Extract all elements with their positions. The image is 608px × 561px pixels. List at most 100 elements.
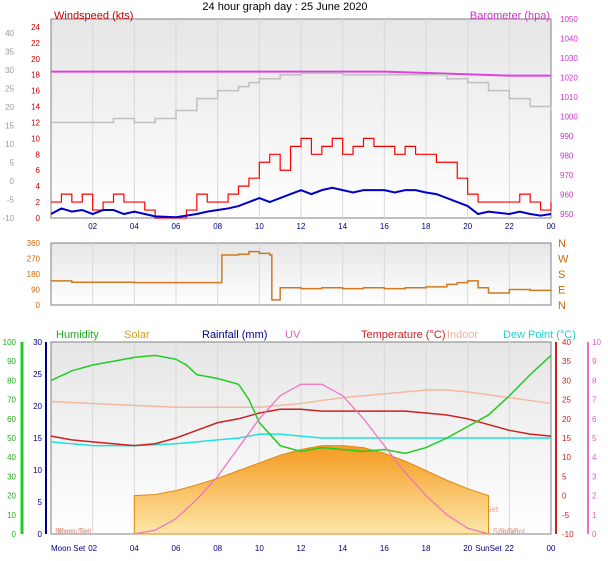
bottom-tick-label: 08 <box>213 544 222 553</box>
wind-outer-tick-label: -5 <box>7 196 15 205</box>
event-label: SunSet <box>499 527 526 536</box>
rain-tick-label: 20 <box>33 402 42 411</box>
legend-humidity: Humidity <box>56 329 99 341</box>
wind-outer-tick-label: 30 <box>5 66 14 75</box>
baro-tick-label: 1040 <box>560 35 578 44</box>
temp-tick-label: 10 <box>562 453 571 462</box>
legend-rainfall: Rainfall (mm) <box>202 329 267 341</box>
temperature-line <box>50 408 552 447</box>
bottom-tick-label: 10 <box>255 544 264 553</box>
indoor-line <box>50 389 552 409</box>
uv-tick-label: 9 <box>592 357 597 366</box>
rain-tick-label: 5 <box>38 498 43 507</box>
bottom-tick-label: 06 <box>172 544 181 553</box>
time-tick-label: 04 <box>130 222 139 231</box>
wind-outer-tick-label: 10 <box>5 140 14 149</box>
temp-series <box>50 354 552 535</box>
wind-outer-tick-label: 0 <box>10 177 15 186</box>
time-tick-label: 00 <box>547 222 556 231</box>
time-tick-label: 20 <box>463 222 472 231</box>
uv-tick-label: 3 <box>592 472 597 481</box>
bottom-tick-label: SunSet <box>475 544 502 553</box>
time-tick-label: 06 <box>172 222 181 231</box>
direction-series <box>51 250 552 301</box>
wind-outer-tick-label: 40 <box>5 29 14 38</box>
bottom-tick-label: 00 <box>547 544 556 553</box>
direction-tick-label: 90 <box>31 286 40 295</box>
wind-tick-label: 22 <box>31 39 40 48</box>
uv-tick-label: 2 <box>592 492 597 501</box>
wind-tick-label: 24 <box>31 23 40 32</box>
time-tick-label: 22 <box>505 222 514 231</box>
compass-label: W <box>558 254 569 266</box>
event-label: SunSet <box>493 527 520 536</box>
wind-tick-label: 14 <box>31 103 40 112</box>
baro-tick-label: 1000 <box>560 113 578 122</box>
rain-tick-label: 15 <box>33 434 42 443</box>
direction-tick-label: 360 <box>27 239 41 248</box>
uv-tick-label: 10 <box>592 338 601 347</box>
baro-tick-label: 1030 <box>560 54 578 63</box>
temp-tick-label: -5 <box>562 511 570 520</box>
wind-tick-label: 4 <box>36 182 41 191</box>
direction-tick-label: 270 <box>27 255 41 264</box>
temp-tick-label: 30 <box>562 376 571 385</box>
baro-tick-label: 1010 <box>560 93 578 102</box>
baro-tick-label: 1020 <box>560 74 578 83</box>
bottom-tick-label: 12 <box>297 544 306 553</box>
solar-area <box>133 445 489 535</box>
wind-outer-tick-label: 35 <box>5 48 14 57</box>
legend-solar: Solar <box>124 329 150 341</box>
legend-uv: UV <box>285 329 301 341</box>
time-tick-label: 02 <box>88 222 97 231</box>
uv-tick-label: 4 <box>592 453 597 462</box>
baro-tick-label: 1050 <box>560 15 578 24</box>
wind-outer-tick-label: -10 <box>2 214 14 223</box>
time-tick-label: 08 <box>213 222 222 231</box>
rain-tick-label: 10 <box>33 466 42 475</box>
uv-tick-label: 8 <box>592 376 597 385</box>
humidity-tick-label: 30 <box>7 472 16 481</box>
baro-tick-label: 960 <box>560 191 574 200</box>
humidity-tick-label: 100 <box>3 338 17 347</box>
windspeed-avg-line <box>50 186 552 219</box>
humidity-tick-label: 90 <box>7 357 16 366</box>
rain-tick-label: 30 <box>33 338 42 347</box>
time-tick-label: 16 <box>380 222 389 231</box>
wind-series <box>50 70 552 219</box>
barometer-line <box>51 70 551 77</box>
barometer-label: Barometer (hpa) <box>470 10 550 22</box>
humidity-line <box>50 354 552 455</box>
time-tick-label: 14 <box>338 222 347 231</box>
bottom-tick-label: 14 <box>338 544 347 553</box>
wind-outer-tick-label: 5 <box>10 159 15 168</box>
bottom-tick-label: 18 <box>422 544 431 553</box>
direction-tick-label: 180 <box>27 270 41 279</box>
wind-direction-avg-line <box>51 72 552 124</box>
compass-label: N <box>558 300 566 312</box>
event-label: Moon Set <box>57 527 92 536</box>
compass-label: N <box>558 238 566 250</box>
uv-tick-label: 1 <box>592 511 597 520</box>
humidity-tick-label: 20 <box>7 492 16 501</box>
legend-temperature: Temperature (°C) <box>361 329 445 341</box>
temp-tick-label: -10 <box>562 530 574 539</box>
wind-outer-tick-label: 20 <box>5 103 14 112</box>
direction-tick-label: 0 <box>36 301 41 310</box>
wind-tick-label: 8 <box>36 150 41 159</box>
temp-tick-label: 0 <box>562 492 567 501</box>
humidity-tick-label: 80 <box>7 376 16 385</box>
wind-axes: 2422201816141210864204035302520151050-5-… <box>2 15 578 231</box>
baro-tick-label: 990 <box>560 132 574 141</box>
wind-grid <box>92 19 510 218</box>
rain-tick-label: 25 <box>33 370 42 379</box>
direction-grid <box>92 243 510 305</box>
bottom-tick-label: 02 <box>88 544 97 553</box>
baro-tick-label: 970 <box>560 171 574 180</box>
wind-tick-label: 0 <box>36 214 41 223</box>
wind-tick-label: 6 <box>36 166 41 175</box>
humidity-tick-label: 10 <box>7 511 16 520</box>
